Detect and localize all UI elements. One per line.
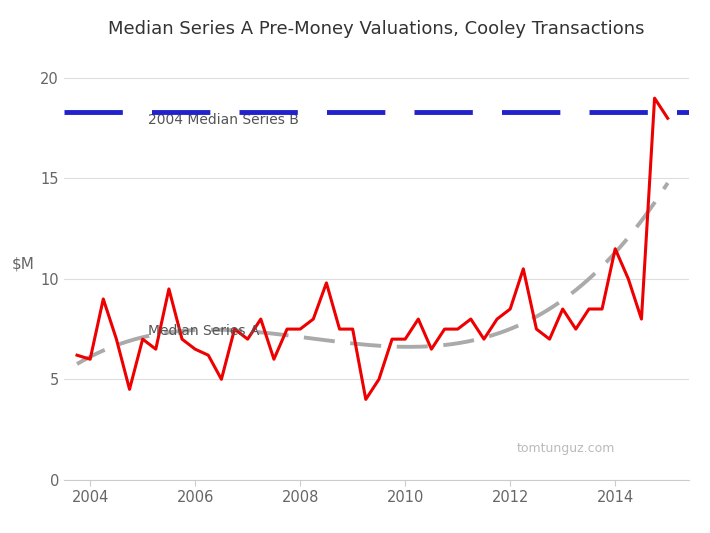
Text: 2004 Median Series B: 2004 Median Series B	[148, 112, 299, 126]
Text: Median Series A: Median Series A	[148, 324, 260, 338]
Y-axis label: $M: $M	[12, 256, 35, 271]
Title: Median Series A Pre-Money Valuations, Cooley Transactions: Median Series A Pre-Money Valuations, Co…	[108, 20, 645, 38]
Text: tomtunguz.com: tomtunguz.com	[517, 442, 616, 455]
